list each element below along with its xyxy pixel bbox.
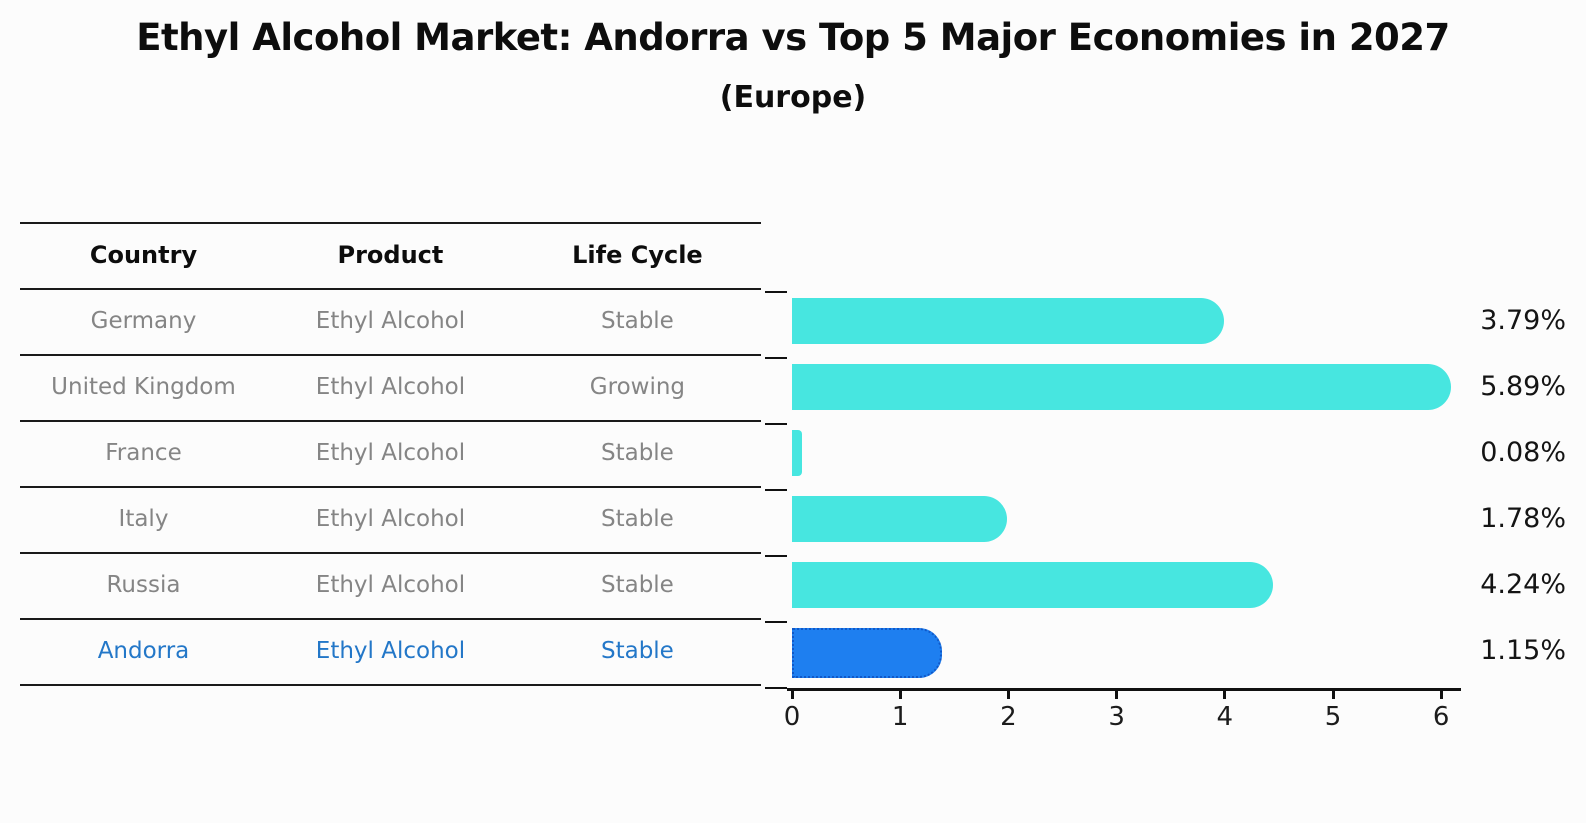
bar-andorra [792,628,943,678]
table-row: Russia Ethyl Alcohol Stable [20,552,761,618]
x-tick-label: 2 [1000,702,1017,732]
table-header-row: Country Product Life Cycle [20,222,761,288]
country-cell: Germany [90,308,197,334]
lifecycle-cell: Stable [600,506,674,532]
product-cell: Ethyl Alcohol [315,440,466,466]
y-tick [765,423,787,425]
value-label: 1.78% [1480,503,1566,534]
bar-france [792,430,802,476]
x-tick [898,688,902,699]
product-cell: Ethyl Alcohol [315,308,466,334]
value-label: 5.89% [1480,371,1566,402]
y-tick [765,489,787,491]
column-header-country: Country [89,241,198,269]
table-row: Italy Ethyl Alcohol Stable [20,486,761,552]
lifecycle-cell: Stable [600,440,674,466]
product-cell: Ethyl Alcohol [315,572,466,598]
x-tick-label: 4 [1216,702,1234,732]
bar-russia [792,562,1273,608]
x-tick [1223,688,1227,699]
bar-germany [792,298,1225,344]
y-tick [765,291,787,293]
lifecycle-cell: Stable [600,638,674,664]
x-tick-label: 3 [1108,702,1125,732]
table-line [20,222,761,224]
country-cell: Andorra [97,638,190,664]
table-row: Andorra Ethyl Alcohol Stable [20,618,761,684]
table-line [20,354,761,356]
y-tick [765,687,787,689]
table-line [20,684,761,686]
country-cell: Italy [118,506,169,532]
value-label: 4.24% [1480,569,1566,600]
lifecycle-cell: Stable [600,308,674,334]
y-tick [765,555,787,557]
x-tick [1331,688,1335,699]
table-row: France Ethyl Alcohol Stable [20,420,761,486]
table-row: United Kingdom Ethyl Alcohol Growing [20,354,761,420]
page-subtitle: (Europe) [719,80,867,115]
table-line [20,552,761,554]
value-label: 1.15% [1480,635,1566,666]
product-cell: Ethyl Alcohol [315,638,466,664]
x-tick [1439,688,1443,699]
value-label: 3.79% [1480,305,1566,336]
x-tick [1115,688,1119,699]
y-tick [765,621,787,623]
table-line [20,288,761,290]
x-tick-label: 5 [1324,702,1342,732]
table-row: Germany Ethyl Alcohol Stable [20,288,761,354]
country-cell: Russia [106,572,181,598]
x-tick [1006,688,1010,699]
x-tick-label: 1 [891,702,909,732]
table-line [20,486,761,488]
product-cell: Ethyl Alcohol [315,374,466,400]
lifecycle-cell: Growing [589,374,686,400]
column-header-life-cycle: Life Cycle [572,241,703,269]
y-tick [765,357,787,359]
value-label: 0.08% [1480,437,1566,468]
bar-italy [792,496,1007,542]
table-line [20,618,761,620]
x-axis-line [787,688,1461,691]
country-cell: United Kingdom [51,374,236,400]
lifecycle-cell: Stable [600,572,674,598]
x-tick [790,688,794,699]
country-cell: France [105,440,182,466]
page-title: Ethyl Alcohol Market: Andorra vs Top 5 M… [136,16,1450,59]
bar-united-kingdom [792,364,1452,410]
x-tick-label: 0 [783,702,801,732]
column-header-product: Product [337,241,444,269]
x-tick-label: 6 [1432,702,1450,732]
product-cell: Ethyl Alcohol [315,506,466,532]
table-line [20,420,761,422]
